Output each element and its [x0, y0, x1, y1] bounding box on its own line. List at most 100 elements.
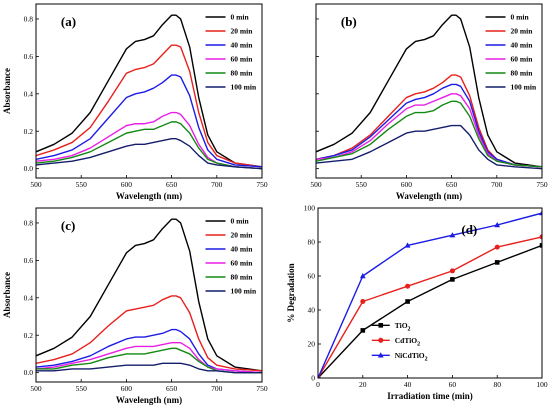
legend-label-main: CdTiO — [395, 336, 418, 345]
y-tick-label: 0.0 — [24, 164, 34, 173]
x-tick-label: 550 — [356, 180, 368, 189]
data-point-s1-5 — [494, 260, 500, 265]
x-tick-label: 500 — [30, 384, 42, 393]
series-line-5 — [316, 100, 542, 168]
x-tick-label: 750 — [256, 180, 268, 189]
panel-label: (a) — [61, 14, 76, 29]
chart-panel-4: 0 20 40 60 80 100 0 20 40 60 80 100 Irradiation time… — [286, 204, 548, 401]
series-line-2 — [316, 74, 542, 168]
x-tick-label: 600 — [121, 180, 133, 189]
series-line-3 — [316, 83, 542, 168]
chart-panel-1: 500 550 600 650 700 750 0.0 0.2 0.4 0.6 0.8 Wavelen… — [2, 3, 268, 201]
series-line-1 — [36, 218, 262, 372]
y-tick-label: 80 — [308, 238, 316, 247]
plot-area — [318, 210, 542, 378]
data-point-s3-2 — [359, 273, 366, 279]
legend-label: 20 min — [231, 231, 254, 240]
x-tick-label: 750 — [536, 180, 548, 189]
legend-label: NiCdTiO2 — [395, 351, 428, 363]
legend-label-main: NiCdTiO — [395, 351, 425, 360]
y-tick-label: 0.4 — [24, 89, 34, 98]
y-tick-label: 0.8 — [24, 219, 34, 228]
legend: 0 min 20 min 40 min 60 min 80 min 100 min — [205, 217, 257, 296]
y-tick-label: 0.6 — [24, 256, 34, 265]
legend-label: 0 min — [231, 13, 250, 22]
y-tick-label: 40 — [308, 306, 316, 315]
series-line-5 — [36, 121, 262, 170]
data-point-s3-5 — [494, 222, 501, 228]
y-tick-label: 60 — [308, 272, 316, 281]
legend-label: 80 min — [511, 69, 534, 78]
legend-label-subscript: 2 — [425, 356, 428, 362]
legend-label: TiO2 — [395, 321, 411, 333]
x-tick-label: 600 — [121, 384, 133, 393]
legend-label: 100 min — [231, 83, 257, 92]
x-axis-label: Wavelength (nm) — [116, 191, 182, 201]
series-line-2 — [36, 295, 262, 372]
panel-label: (b) — [341, 14, 357, 29]
chart-panel-2: 500 550 600 650 700 750 Wavelength (nm) (b) 0 mi… — [310, 3, 548, 201]
legend-label: 0 min — [511, 13, 530, 22]
series-line-3 — [36, 74, 262, 168]
series-line-2 — [36, 44, 262, 168]
data-point-s1-2 — [360, 328, 366, 333]
y-tick-label: 0.2 — [24, 127, 34, 136]
x-tick-label: 750 — [256, 384, 268, 393]
plot-frame — [315, 3, 543, 179]
legend-marker — [377, 352, 384, 358]
x-tick-label: 20 — [359, 380, 367, 389]
legend-label: 80 min — [231, 273, 254, 282]
legend-label: 40 min — [231, 245, 254, 254]
data-point-s1-4 — [450, 277, 455, 282]
series-line-4 — [316, 93, 542, 168]
legend: 0 min 20 min 40 min 60 min 80 min 100 min — [205, 13, 257, 92]
legend-label: 20 min — [511, 27, 534, 36]
legend-label: CdTiO2 — [395, 336, 420, 348]
series-line-6 — [36, 138, 262, 170]
x-axis-label: Wavelength (nm) — [396, 191, 462, 201]
data-point-s2-2 — [360, 299, 366, 304]
x-axis-label: Wavelength (nm) — [116, 395, 182, 405]
x-tick-label: 700 — [211, 180, 223, 189]
series-line-3 — [36, 328, 262, 374]
x-tick-label: 500 — [310, 180, 322, 189]
data-point-s1-3 — [405, 299, 410, 304]
y-tick-label: 0 — [311, 374, 315, 383]
x-tick-label: 40 — [404, 380, 412, 389]
plot-frame — [35, 207, 263, 383]
legend-label-main: TiO — [395, 321, 408, 330]
y-axis-label: % Degradation — [286, 263, 296, 322]
data-point-s2-5 — [494, 244, 500, 250]
x-tick-label: 80 — [493, 380, 501, 389]
plot-frame — [317, 207, 543, 379]
legend-marker — [378, 337, 384, 343]
legend-marker — [378, 323, 384, 328]
x-tick-label: 550 — [76, 180, 88, 189]
y-tick-label: 0.6 — [24, 52, 34, 61]
y-tick-label: 0.2 — [24, 331, 34, 340]
series-line-1 — [316, 14, 542, 168]
panel-label: (c) — [61, 218, 75, 233]
legend-label: 60 min — [231, 55, 254, 64]
y-tick-label: 0.4 — [24, 293, 34, 302]
plot-area — [36, 14, 262, 170]
data-point-s3-6 — [539, 210, 542, 216]
x-tick-label: 60 — [449, 380, 457, 389]
plot-frame — [35, 3, 263, 179]
y-tick-label: 0.0 — [24, 368, 34, 377]
legend-label: 40 min — [511, 41, 534, 50]
y-axis-label: Absorbance — [2, 68, 12, 114]
y-tick-label: 100 — [304, 204, 316, 213]
legend-label: 40 min — [231, 41, 254, 50]
series-line-6 — [36, 362, 262, 374]
series-line-5 — [36, 347, 262, 374]
y-tick-label: 0.8 — [24, 15, 34, 24]
legend-label: 0 min — [231, 217, 250, 226]
series-line-1 — [36, 14, 262, 168]
x-axis-label: Irradiation time (min) — [387, 391, 473, 401]
data-point-s3-3 — [404, 242, 411, 248]
y-axis-label: Absorbance — [2, 272, 12, 318]
data-point-s1-6 — [539, 243, 542, 248]
x-tick-label: 100 — [536, 380, 548, 389]
